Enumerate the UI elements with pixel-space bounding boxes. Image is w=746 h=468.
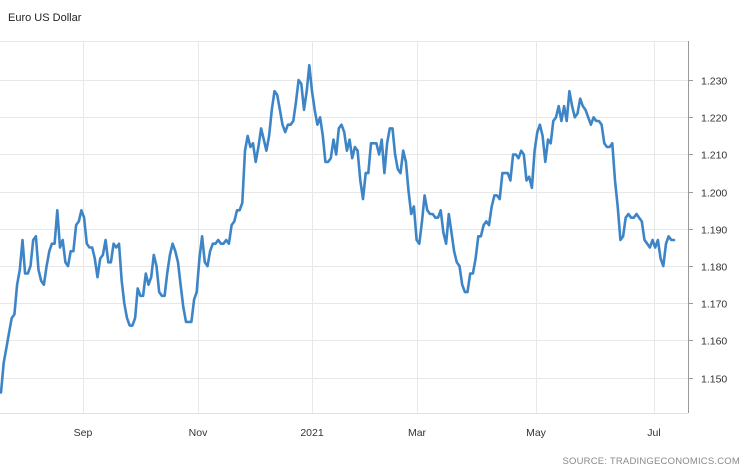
y-tick-label: 1.230 xyxy=(701,76,727,88)
y-tick-label: 1.170 xyxy=(701,299,727,311)
x-tick-label: Sep xyxy=(74,427,93,439)
y-tick-label: 1.210 xyxy=(701,150,727,162)
x-tick-label: Mar xyxy=(408,427,427,439)
y-tick-label: 1.150 xyxy=(701,374,727,386)
x-tick-label: Jul xyxy=(647,427,660,439)
y-tick-label: 1.160 xyxy=(701,336,727,348)
y-tick-label: 1.180 xyxy=(701,262,727,274)
x-tick-labels: Sep Nov 2021 Mar May Jul xyxy=(74,427,661,439)
series-group xyxy=(0,63,676,394)
y-tick-label: 1.200 xyxy=(701,188,727,200)
y-tick-label: 1.190 xyxy=(701,225,727,237)
x-tick-label: May xyxy=(526,427,547,439)
y-tick-label: 1.220 xyxy=(701,113,727,125)
series-line xyxy=(0,63,676,394)
x-tick-label: 2021 xyxy=(300,427,324,439)
source-label: SOURCE: TRADINGECONOMICS.COM xyxy=(562,456,740,467)
gridlines xyxy=(0,41,688,413)
axes xyxy=(0,41,693,414)
y-tick-labels: 1.150 1.160 1.170 1.180 1.190 1.200 1.210 1.220… xyxy=(701,76,727,386)
x-tick-label: Nov xyxy=(189,427,208,439)
chart-title: Euro US Dollar xyxy=(8,12,82,24)
